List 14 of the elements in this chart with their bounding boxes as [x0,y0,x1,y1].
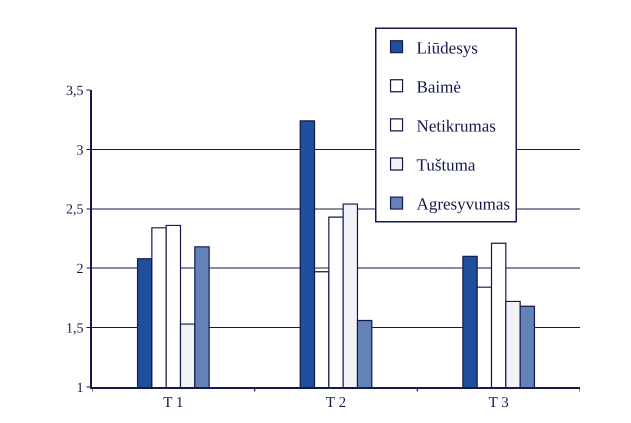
x-tick-label: T 2 [326,394,346,411]
legend-label: Tuštuma [416,156,476,175]
x-tick-label: T 3 [488,394,509,411]
x-tick-label: T 1 [163,394,184,411]
y-tick-label: 2,5 [66,202,84,218]
legend-label: Baimė [416,77,461,96]
y-tick-label: 1 [76,380,84,396]
legend-label: Netikrumas [416,116,496,136]
legend-label: Agresyvumas [416,194,510,214]
legend-label: Liūdesys [416,38,478,58]
y-tick-label: 2 [76,262,84,278]
y-tick-label: 3 [76,143,84,158]
y-tick-label: 1,5 [66,322,84,336]
y-tick-label: 3,5 [66,84,84,99]
